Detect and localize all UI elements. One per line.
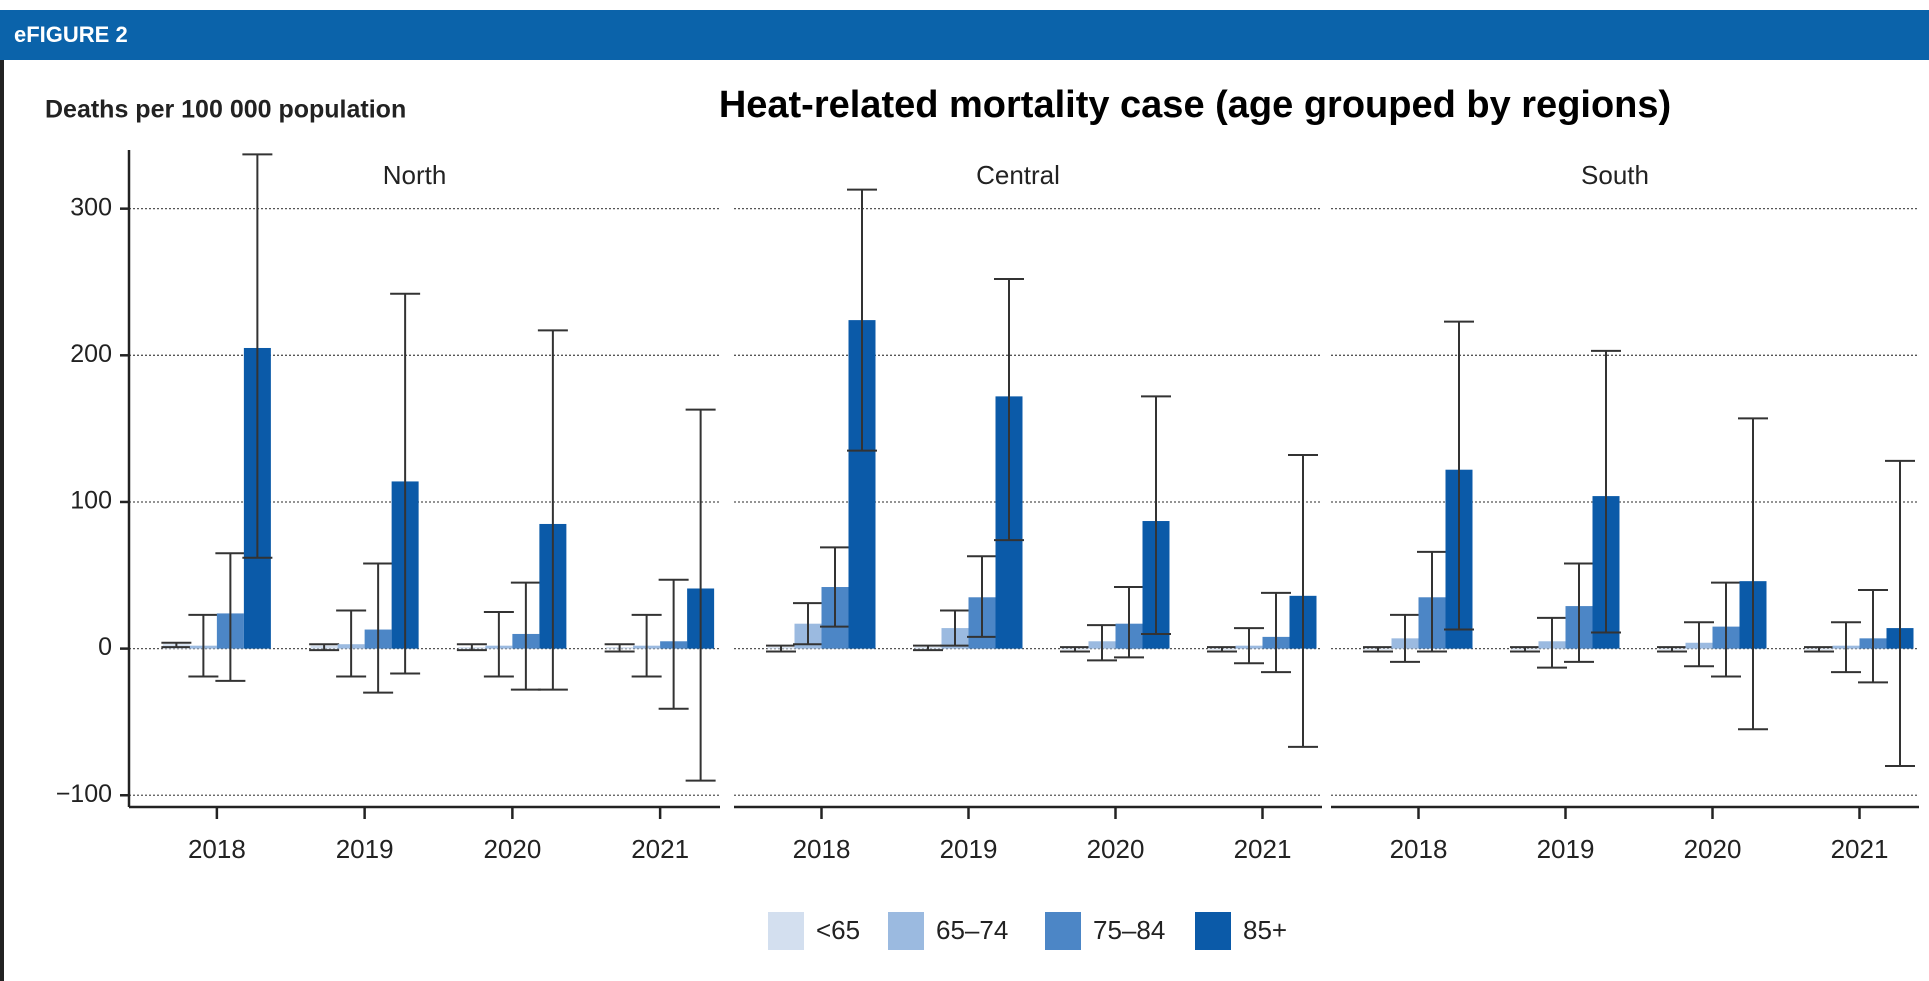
x-tick-label: 2020 — [1087, 834, 1145, 864]
x-tick-label: 2021 — [1234, 834, 1292, 864]
y-axis-label: Deaths per 100 000 population — [45, 96, 406, 124]
x-tick-label: 2021 — [1831, 834, 1889, 864]
x-tick-label: 2020 — [483, 834, 541, 864]
legend-label: <65 — [816, 915, 860, 945]
legend-swatch — [888, 912, 924, 950]
legend-label: 65–74 — [936, 915, 1008, 945]
x-tick-label: 2021 — [631, 834, 689, 864]
y-tick-label: 200 — [70, 340, 112, 368]
x-tick-label: 2018 — [1390, 834, 1448, 864]
chart-title: Heat-related mortality case (age grouped… — [719, 84, 1671, 126]
legend-label: 85+ — [1243, 915, 1287, 945]
panel-title: South — [1581, 160, 1649, 190]
x-tick-label: 2019 — [1537, 834, 1595, 864]
y-tick-label: 100 — [70, 487, 112, 515]
y-tick-label: 0 — [98, 633, 112, 661]
y-tick-label: 300 — [70, 193, 112, 221]
panel-title: North — [383, 160, 447, 190]
legend-swatch — [1045, 912, 1081, 950]
x-tick-label: 2018 — [188, 834, 246, 864]
legend-label: 75–84 — [1093, 915, 1165, 945]
header-bar — [0, 10, 1929, 60]
left-border — [0, 60, 4, 981]
legend-swatch — [1195, 912, 1231, 950]
panel-title: Central — [976, 160, 1060, 190]
x-tick-label: 2019 — [940, 834, 998, 864]
x-tick-label: 2018 — [793, 834, 851, 864]
header-label: eFIGURE 2 — [14, 22, 128, 47]
x-tick-label: 2019 — [336, 834, 394, 864]
legend-swatch — [768, 912, 804, 950]
x-tick-label: 2020 — [1684, 834, 1742, 864]
y-tick-label: −100 — [56, 780, 112, 808]
